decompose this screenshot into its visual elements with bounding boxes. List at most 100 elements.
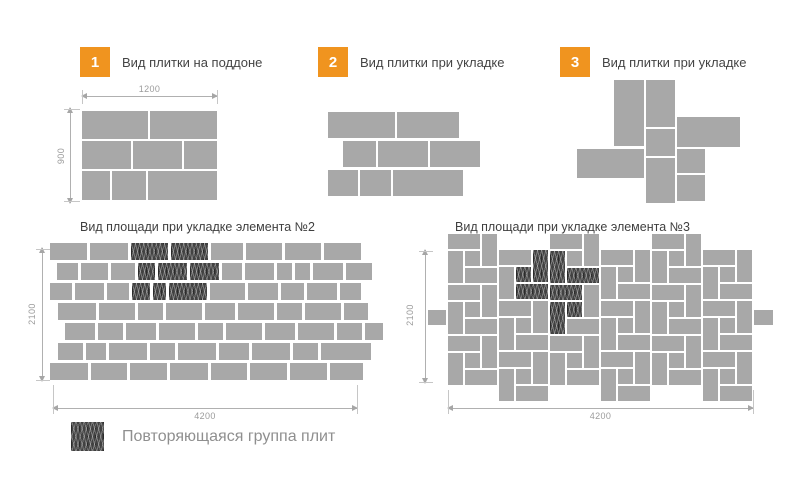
- tile: [567, 370, 599, 385]
- tile: [159, 323, 195, 340]
- tile: [448, 251, 463, 283]
- tile: [448, 285, 480, 300]
- area2-width-dim-label: 4200: [194, 411, 216, 421]
- tile: [618, 386, 650, 401]
- tile: [448, 353, 463, 385]
- tile: [448, 336, 480, 351]
- tile: [126, 323, 156, 340]
- tile: [516, 386, 548, 401]
- area2-width-dim-line: [52, 405, 358, 411]
- tile: [340, 283, 361, 300]
- tile: [720, 386, 752, 401]
- tile: [295, 263, 310, 280]
- tile: [601, 352, 633, 367]
- tile: [58, 343, 83, 360]
- tile: [635, 352, 650, 384]
- tile: [737, 301, 752, 333]
- tile: [482, 285, 497, 317]
- tile: [170, 363, 208, 380]
- tile: [205, 303, 235, 320]
- dim-extension-tick: [448, 390, 449, 414]
- tile: [618, 369, 633, 384]
- repeating-group-swatch-icon: [71, 422, 104, 451]
- tile: [448, 302, 463, 334]
- tile: [277, 263, 292, 280]
- tile: [111, 263, 135, 280]
- tile: [550, 234, 582, 249]
- tile: [652, 336, 684, 351]
- tile: [686, 234, 701, 266]
- tile: [601, 250, 633, 265]
- tile: [277, 303, 302, 320]
- tile: [82, 111, 148, 139]
- tile: [550, 353, 565, 385]
- tile: [669, 370, 701, 385]
- tile: [635, 250, 650, 282]
- area3-height-dim-line: [422, 249, 428, 384]
- tile: [584, 285, 599, 317]
- tile: [75, 283, 104, 300]
- tile: [245, 263, 274, 280]
- tile: [250, 363, 287, 380]
- area3-width-dim-label: 4200: [589, 411, 612, 421]
- tile: [82, 141, 131, 169]
- dim-extension-tick: [753, 390, 754, 414]
- dim-extension-tick: [53, 385, 54, 414]
- tile: [584, 336, 599, 368]
- area2-height-dim-label: 2100: [27, 303, 37, 325]
- tile: [178, 343, 216, 360]
- tile: [652, 302, 667, 334]
- tile: [677, 117, 740, 147]
- tile: [343, 141, 376, 167]
- tile: [281, 283, 304, 300]
- tile: [652, 251, 667, 283]
- tile: [703, 250, 735, 265]
- tile-hatched: [158, 263, 187, 280]
- tile: [378, 141, 428, 167]
- tile: [703, 369, 718, 401]
- tile: [567, 353, 582, 368]
- tile: [346, 263, 372, 280]
- tile: [86, 343, 106, 360]
- tile: [465, 370, 497, 385]
- tile: [98, 323, 123, 340]
- tile: [109, 343, 147, 360]
- tile: [686, 285, 701, 317]
- dim-extension-tick: [36, 249, 50, 250]
- section-head-3: 3 Вид плитки при укладке: [560, 47, 746, 77]
- tile: [465, 268, 497, 283]
- tile: [238, 303, 274, 320]
- tile: [482, 234, 497, 266]
- tile: [133, 141, 182, 169]
- tile: [669, 268, 701, 283]
- dim-extension-tick: [64, 201, 80, 202]
- tile: [720, 267, 735, 282]
- tile: [499, 250, 531, 265]
- tile: [601, 267, 616, 299]
- tile: [328, 112, 395, 138]
- tile: [550, 336, 582, 351]
- tile: [330, 363, 363, 380]
- tile: [285, 243, 321, 260]
- tile: [293, 343, 318, 360]
- tile: [65, 323, 95, 340]
- dim-extension-tick: [64, 109, 80, 110]
- tile: [57, 263, 78, 280]
- tile: [618, 267, 633, 282]
- tile: [703, 318, 718, 350]
- dim-extension-tick: [82, 90, 83, 104]
- tile-hatched: [153, 283, 166, 300]
- dim-extension-tick: [419, 382, 433, 383]
- tile: [321, 343, 371, 360]
- tile: [90, 243, 128, 260]
- tile: [703, 267, 718, 299]
- tile: [601, 301, 633, 316]
- tile: [516, 369, 531, 384]
- section-head-2: 2 Вид плитки при укладке: [318, 47, 504, 77]
- area3-height-dim-label: 2100: [405, 304, 415, 326]
- tile: [290, 363, 327, 380]
- tile: [601, 318, 616, 350]
- tile: [246, 243, 282, 260]
- pallet-height-dim-line: [67, 107, 73, 204]
